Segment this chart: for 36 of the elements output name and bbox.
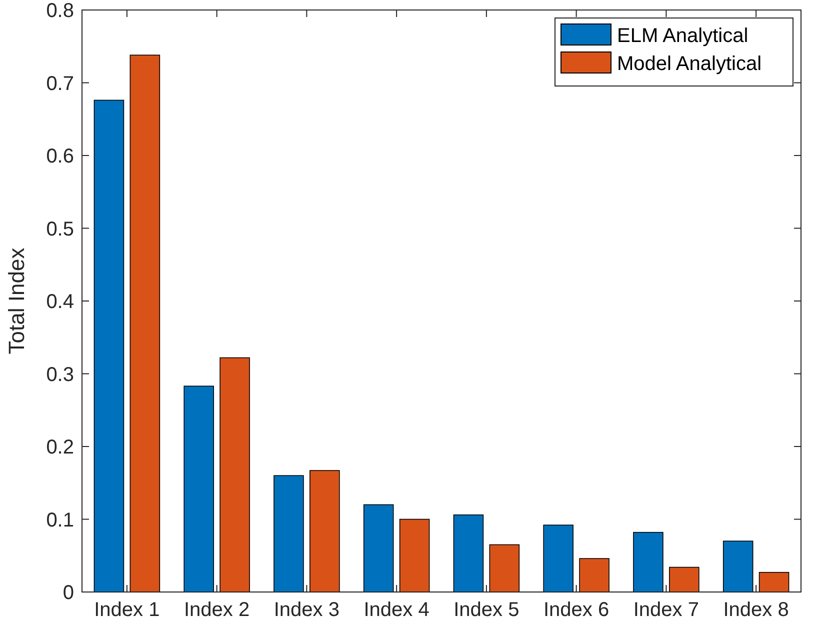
bar bbox=[489, 544, 520, 592]
y-tick-label: 0.3 bbox=[46, 364, 74, 386]
bar bbox=[722, 540, 754, 592]
bar bbox=[220, 357, 250, 592]
bar bbox=[363, 504, 394, 592]
x-tick-label: Index 6 bbox=[544, 599, 610, 621]
y-tick-label: 0 bbox=[62, 582, 74, 604]
bar bbox=[274, 475, 304, 592]
bar bbox=[130, 54, 160, 592]
bar bbox=[184, 386, 214, 592]
y-axis-title: Total Index bbox=[4, 248, 29, 354]
y-tick-label: 0.1 bbox=[46, 509, 74, 532]
x-tick-label: Index 7 bbox=[633, 599, 699, 621]
y-tick-label: 0.4 bbox=[46, 291, 74, 313]
bar bbox=[579, 558, 610, 592]
bar bbox=[94, 100, 124, 592]
x-tick-label: Index 8 bbox=[723, 599, 789, 621]
legend-label: Model Analytical bbox=[617, 53, 762, 75]
bar bbox=[543, 524, 574, 592]
y-tick-label: 0.7 bbox=[46, 72, 74, 95]
bar bbox=[669, 566, 700, 592]
bar bbox=[399, 518, 430, 592]
bar bbox=[310, 470, 340, 592]
bar bbox=[453, 514, 484, 592]
bar bbox=[758, 572, 790, 592]
y-tick-label: 0.6 bbox=[46, 146, 74, 168]
x-tick-label: Index 4 bbox=[364, 599, 430, 621]
x-tick-label: Index 3 bbox=[274, 599, 340, 621]
y-tick-label: 0.5 bbox=[46, 218, 74, 240]
x-tick-label: Index 1 bbox=[94, 599, 160, 621]
y-tick-label: 0.8 bbox=[46, 0, 74, 22]
y-tick-label: 0.2 bbox=[46, 436, 74, 458]
legend-label: ELM Analytical bbox=[617, 25, 748, 47]
x-tick-label: Index 2 bbox=[184, 599, 250, 621]
bar bbox=[633, 532, 664, 592]
x-tick-label: Index 5 bbox=[454, 599, 520, 621]
